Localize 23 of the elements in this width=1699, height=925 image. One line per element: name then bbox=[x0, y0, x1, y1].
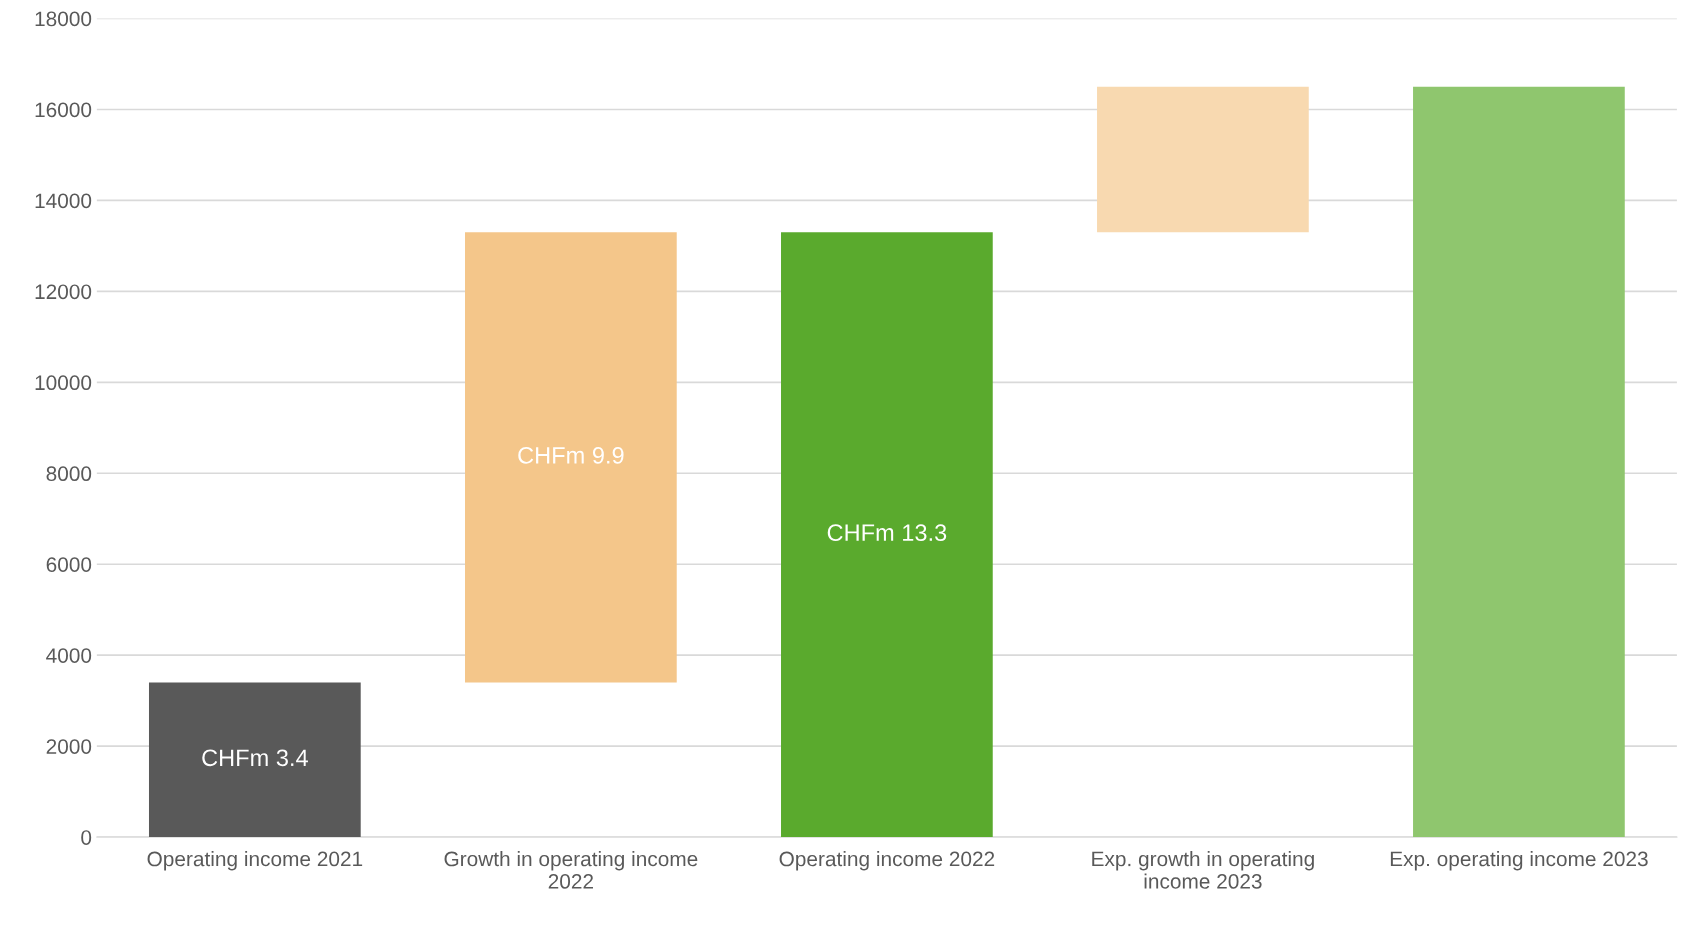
y-tick-label: 14000 bbox=[35, 193, 92, 209]
x-tick-label: Operating income 2022 bbox=[779, 851, 995, 871]
data-label: CHFm 9.9 bbox=[518, 446, 624, 464]
y-tick-label: 0 bbox=[81, 830, 92, 845]
bar bbox=[781, 232, 993, 838]
x-tick-label: Exp. growth in operating income 2023 bbox=[1092, 851, 1314, 889]
x-tick-label: Operating income 2021 bbox=[147, 851, 363, 871]
data-label: CHFm 13.3 bbox=[827, 524, 947, 542]
y-tick-label: 8000 bbox=[46, 466, 92, 482]
bar bbox=[465, 232, 677, 683]
y-tick-label: 16000 bbox=[35, 102, 92, 118]
y-tick-label: 10000 bbox=[35, 375, 92, 391]
x-tick-label: Exp. operating income 2023 bbox=[1390, 851, 1648, 871]
y-tick-label: 4000 bbox=[46, 648, 92, 663]
y-tick-label: 18000 bbox=[35, 11, 92, 27]
data-label: CHFm 3.4 bbox=[202, 749, 308, 767]
y-tick-label: 12000 bbox=[35, 284, 92, 300]
y-tick-label: 2000 bbox=[46, 739, 92, 754]
bar bbox=[1413, 86, 1625, 838]
x-tick-label: Growth in operating income 2022 bbox=[444, 851, 698, 889]
y-tick-label: 6000 bbox=[46, 557, 92, 572]
bar bbox=[1097, 86, 1309, 233]
bar bbox=[148, 682, 361, 838]
